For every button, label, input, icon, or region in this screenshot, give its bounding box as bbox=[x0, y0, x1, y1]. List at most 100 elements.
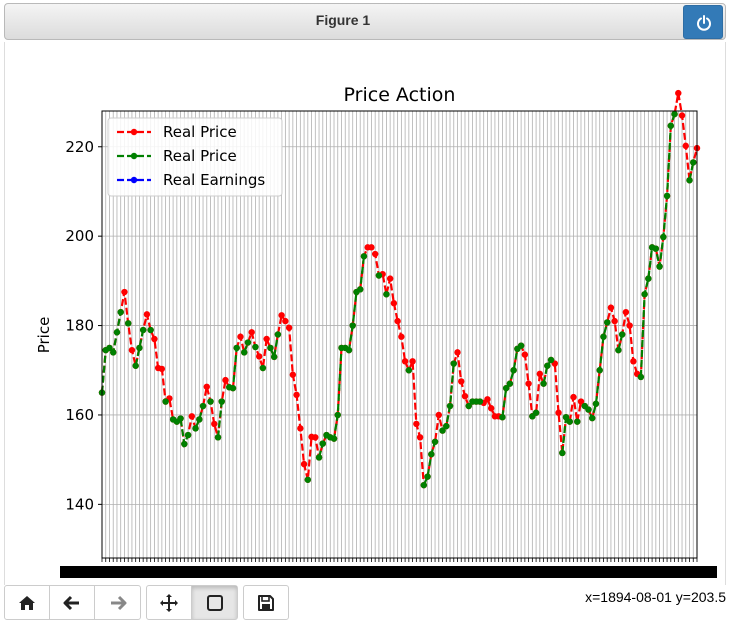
data-point bbox=[622, 308, 630, 316]
data-point bbox=[252, 343, 259, 351]
data-point bbox=[222, 376, 229, 384]
y-tick-label: 140 bbox=[65, 495, 94, 513]
data-point bbox=[510, 367, 517, 374]
data-point bbox=[267, 344, 274, 352]
data-point bbox=[555, 409, 562, 416]
data-point bbox=[645, 275, 652, 282]
data-point bbox=[237, 333, 244, 340]
data-point bbox=[293, 391, 300, 399]
data-point bbox=[690, 159, 697, 166]
data-point bbox=[181, 440, 188, 448]
cursor-coordinates: x=1894-08-01 y=203.5 bbox=[585, 589, 726, 605]
series-line bbox=[639, 113, 676, 378]
data-point bbox=[487, 405, 495, 412]
data-point bbox=[465, 402, 472, 410]
data-point bbox=[282, 317, 289, 325]
data-point bbox=[345, 346, 353, 354]
data-point bbox=[405, 367, 413, 374]
pan-button[interactable] bbox=[147, 586, 192, 619]
window-title: Figure 1 bbox=[315, 12, 371, 28]
data-point bbox=[360, 253, 368, 260]
series-line bbox=[216, 401, 223, 438]
data-point bbox=[596, 367, 603, 374]
data-point bbox=[577, 398, 585, 405]
data-point bbox=[184, 431, 192, 439]
data-point bbox=[420, 481, 428, 489]
data-point bbox=[270, 353, 278, 361]
data-point bbox=[349, 322, 356, 329]
y-tick-label: 180 bbox=[65, 317, 94, 335]
data-point bbox=[484, 396, 491, 403]
figure-canvas[interactable]: 140 160 180 200 220 Price Action Price Real … bbox=[4, 42, 726, 585]
data-point bbox=[536, 370, 544, 378]
data-point bbox=[686, 177, 693, 184]
close-figure-button[interactable] bbox=[683, 5, 723, 39]
data-point bbox=[499, 413, 506, 421]
zoom-rect-button[interactable] bbox=[192, 586, 237, 619]
series-layer bbox=[98, 89, 701, 489]
data-point bbox=[304, 476, 312, 483]
data-point bbox=[431, 438, 439, 445]
data-point bbox=[641, 291, 648, 298]
data-point bbox=[394, 317, 401, 325]
data-point bbox=[386, 275, 394, 282]
data-point bbox=[675, 89, 682, 97]
data-point bbox=[132, 362, 139, 369]
legend-box bbox=[107, 117, 283, 197]
chart-title: Price Action bbox=[344, 84, 456, 106]
data-point bbox=[656, 263, 663, 270]
data-point bbox=[139, 326, 147, 334]
data-point bbox=[375, 272, 383, 279]
series-line bbox=[100, 311, 122, 393]
toolbar: x=1894-08-01 y=203.5 bbox=[4, 585, 726, 622]
data-point bbox=[585, 406, 592, 413]
data-point bbox=[177, 415, 184, 422]
data-point bbox=[383, 291, 390, 298]
data-point bbox=[274, 331, 282, 338]
data-point bbox=[409, 358, 416, 365]
data-point bbox=[435, 411, 442, 419]
data-point bbox=[263, 335, 270, 343]
back-button[interactable] bbox=[50, 586, 95, 619]
save-button-group bbox=[243, 585, 289, 620]
data-point bbox=[312, 434, 319, 441]
data-point bbox=[196, 416, 203, 423]
y-tick-label: 220 bbox=[65, 138, 94, 156]
data-point bbox=[454, 349, 461, 356]
data-point bbox=[502, 384, 510, 392]
data-point bbox=[461, 392, 469, 400]
data-point bbox=[110, 349, 117, 356]
data-point bbox=[244, 339, 252, 346]
data-point bbox=[671, 110, 678, 118]
data-point bbox=[211, 420, 218, 428]
data-point bbox=[214, 434, 222, 441]
nav-button-group bbox=[4, 585, 141, 620]
data-point bbox=[289, 371, 297, 378]
data-point bbox=[136, 344, 143, 352]
save-button[interactable] bbox=[244, 586, 288, 619]
data-point bbox=[401, 358, 409, 365]
y-tick-label: 160 bbox=[65, 406, 94, 424]
data-point bbox=[278, 312, 285, 319]
forward-button[interactable] bbox=[95, 586, 140, 619]
data-point bbox=[416, 434, 424, 441]
data-point bbox=[121, 288, 128, 296]
data-point bbox=[188, 413, 196, 420]
data-point bbox=[319, 440, 326, 447]
legend-marker bbox=[130, 128, 138, 136]
data-point bbox=[413, 420, 420, 428]
data-point bbox=[603, 319, 611, 326]
data-point bbox=[570, 393, 577, 401]
data-point bbox=[241, 349, 248, 356]
data-point bbox=[297, 425, 304, 432]
data-point bbox=[626, 322, 633, 329]
data-point bbox=[398, 333, 405, 340]
back-arrow-icon bbox=[63, 595, 79, 610]
home-button[interactable] bbox=[5, 586, 50, 619]
data-point bbox=[525, 380, 532, 387]
data-point bbox=[147, 326, 154, 334]
save-icon bbox=[258, 594, 274, 611]
data-point bbox=[390, 300, 398, 307]
data-point bbox=[667, 122, 675, 129]
data-point bbox=[682, 142, 689, 150]
